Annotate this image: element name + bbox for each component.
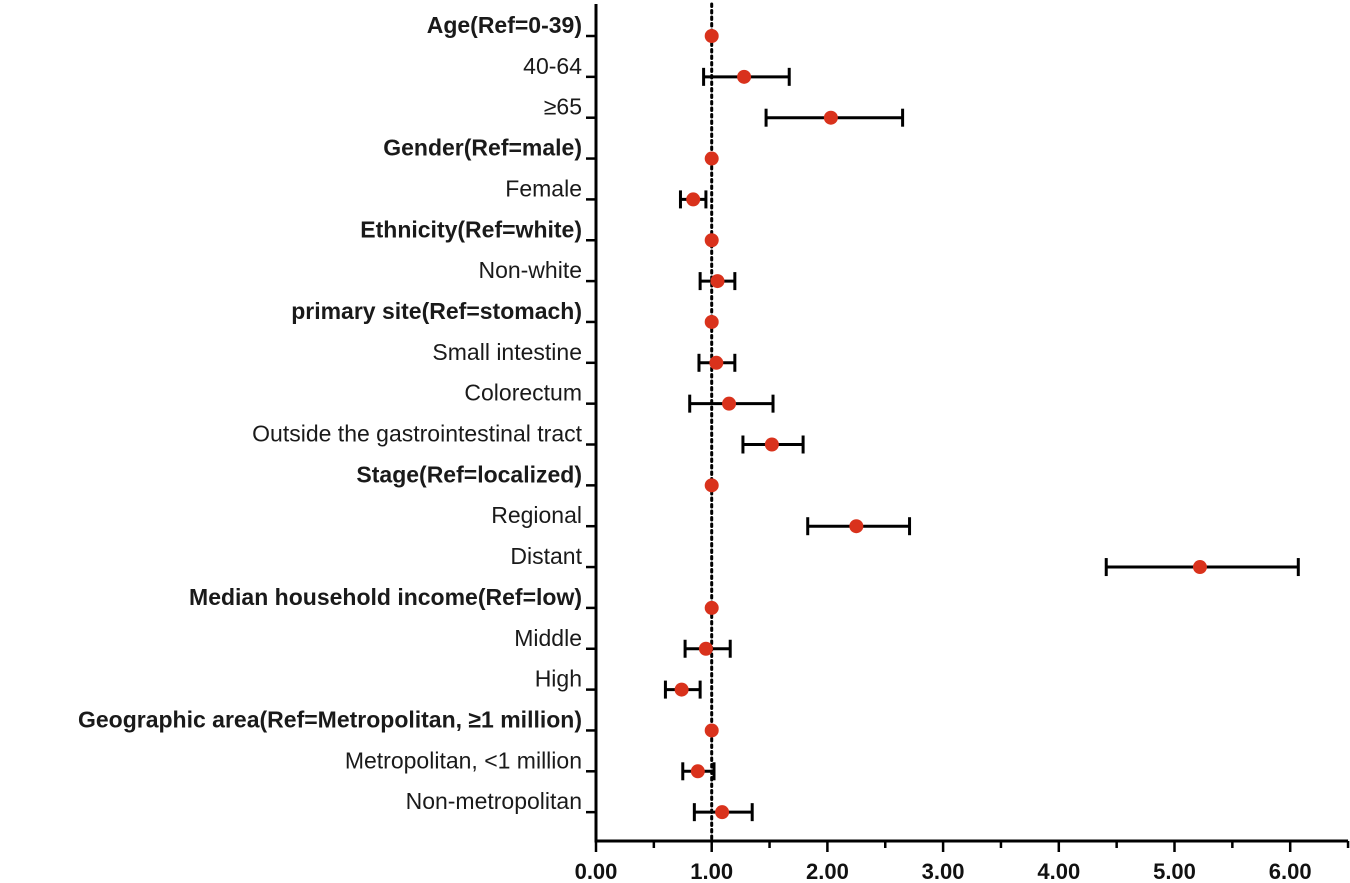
x-tick-label: 3.00 xyxy=(922,859,965,883)
category-label: Middle xyxy=(514,625,582,651)
category-label: Outside the gastrointestinal tract xyxy=(252,421,582,447)
point-estimate xyxy=(704,151,719,166)
group-label: Age(Ref=0-39) xyxy=(427,12,582,38)
point-estimate xyxy=(764,437,779,452)
point-estimate xyxy=(715,805,730,820)
point-estimate xyxy=(704,233,719,248)
axes-layer: 0.00 1.00 2.00 3.00 4.00 5.00 6.00 xyxy=(575,4,1350,883)
group-label: Median household income(Ref=low) xyxy=(189,584,582,610)
category-label: High xyxy=(535,666,582,692)
x-tick-label: 0.00 xyxy=(575,859,618,883)
point-estimate xyxy=(823,110,838,125)
category-label: Metropolitan, <1 million xyxy=(345,747,582,773)
point-estimate xyxy=(704,478,719,493)
group-label: Geographic area(Ref=Metropolitan, ≥1 mil… xyxy=(78,706,582,732)
point-estimate xyxy=(674,682,689,697)
point-estimate xyxy=(709,355,724,370)
x-tick-label: 4.00 xyxy=(1037,859,1080,883)
marks-layer xyxy=(663,29,1300,822)
category-label: 40-64 xyxy=(523,53,582,79)
group-label: primary site(Ref=stomach) xyxy=(291,298,582,324)
point-estimate xyxy=(737,69,752,84)
point-estimate xyxy=(686,192,701,207)
point-estimate xyxy=(690,764,705,779)
point-estimate xyxy=(704,723,719,738)
point-estimate xyxy=(722,396,737,411)
group-label: Gender(Ref=male) xyxy=(383,135,582,161)
x-tick-label: 2.00 xyxy=(806,859,849,883)
group-label: Ethnicity(Ref=white) xyxy=(360,216,582,242)
point-estimate xyxy=(698,641,713,656)
category-label: Distant xyxy=(510,543,582,569)
point-estimate xyxy=(704,314,719,329)
category-label: Colorectum xyxy=(464,380,582,406)
category-label: Regional xyxy=(491,502,582,528)
group-label: Stage(Ref=localized) xyxy=(356,461,582,487)
point-estimate xyxy=(710,274,725,289)
x-tick-label: 5.00 xyxy=(1153,859,1196,883)
x-tick-label: 1.00 xyxy=(690,859,733,883)
point-estimate xyxy=(849,519,864,534)
point-estimate xyxy=(704,29,719,43)
category-label: Female xyxy=(505,175,582,201)
category-label: ≥65 xyxy=(544,94,582,120)
point-estimate xyxy=(1192,560,1207,575)
x-tick-label: 6.00 xyxy=(1269,859,1312,883)
category-label: Non-metropolitan xyxy=(406,788,582,814)
category-label: Non-white xyxy=(478,257,582,283)
point-estimate xyxy=(704,600,719,615)
labels-layer: Age(Ref=0-39) 40-64 ≥65 Gender(Ref=male) Fem… xyxy=(78,12,583,814)
category-label: Small intestine xyxy=(432,339,582,365)
